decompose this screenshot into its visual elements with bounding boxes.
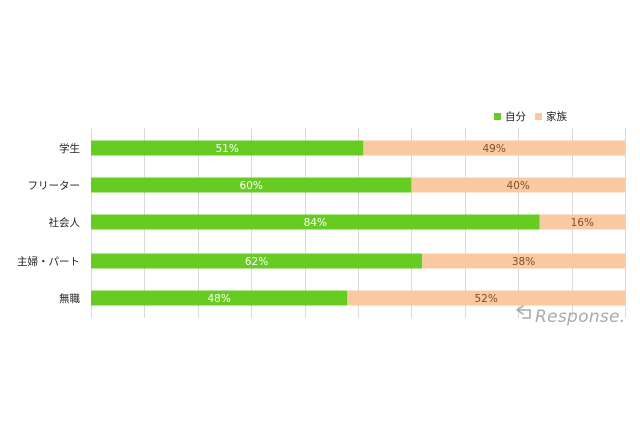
bar-segment xyxy=(91,140,364,156)
category-label: 主婦・パート xyxy=(17,256,80,268)
bar-segment xyxy=(91,290,348,306)
legend-swatch xyxy=(535,113,542,120)
watermark-text: Response. xyxy=(535,307,626,327)
legend-swatch xyxy=(494,113,501,120)
data-label: 40% xyxy=(507,180,530,192)
chart-legend: 自分 家族 xyxy=(494,110,567,123)
data-label: 84% xyxy=(304,217,327,229)
bar-segment xyxy=(91,214,540,230)
bar-segment xyxy=(411,177,625,193)
bar-segment xyxy=(91,177,412,193)
category-label: 無職 xyxy=(59,292,80,305)
legend-label: 家族 xyxy=(546,110,567,123)
data-label: 62% xyxy=(245,256,268,268)
data-label: 16% xyxy=(571,217,594,229)
category-label: 学生 xyxy=(59,142,80,155)
data-label: 52% xyxy=(474,293,497,305)
bar-segment xyxy=(539,214,625,230)
data-label: 60% xyxy=(240,180,263,192)
bar-segment xyxy=(347,290,625,306)
category-label: 社会人 xyxy=(49,216,81,229)
data-label: 49% xyxy=(482,143,505,155)
category-label: フリーター xyxy=(28,180,81,192)
data-label: 51% xyxy=(215,143,238,155)
data-label: 48% xyxy=(207,293,230,305)
legend-label: 自分 xyxy=(505,110,526,123)
response-logo-icon xyxy=(516,305,531,319)
bar-series: 51% 49% 60% 40% 84% 16% 62% 38% 48% 52% xyxy=(91,140,625,306)
bar-segment xyxy=(363,140,625,156)
response-watermark: Response. xyxy=(516,305,626,327)
data-label: 38% xyxy=(512,256,535,268)
bar-segment xyxy=(422,253,625,269)
bar-segment xyxy=(91,253,423,269)
